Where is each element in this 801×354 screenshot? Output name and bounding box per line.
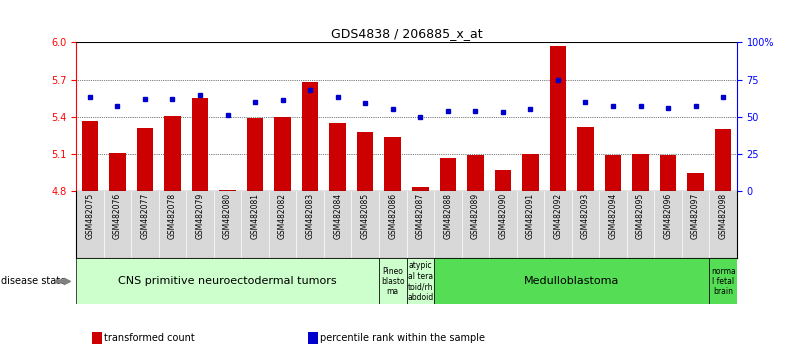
Text: GSM482093: GSM482093 (581, 193, 590, 239)
Text: GSM482079: GSM482079 (195, 193, 204, 239)
Text: GSM482097: GSM482097 (691, 193, 700, 239)
Bar (632, 154, 649, 191)
Text: GSM482086: GSM482086 (388, 193, 397, 239)
Bar (406, 258, 434, 304)
Bar (522, 154, 538, 191)
Text: atypic
al tera
toid/rh
abdoid: atypic al tera toid/rh abdoid (407, 261, 433, 302)
Bar (384, 137, 401, 191)
Bar (578, 127, 594, 191)
Bar (434, 258, 710, 304)
Text: CNS primitive neuroectodermal tumors: CNS primitive neuroectodermal tumors (119, 276, 337, 286)
Bar (715, 129, 731, 191)
Bar (660, 155, 676, 191)
Text: GSM482076: GSM482076 (113, 193, 122, 239)
Bar (219, 190, 235, 191)
Text: transformed count: transformed count (104, 333, 195, 343)
Text: Medulloblastoma: Medulloblastoma (524, 276, 619, 286)
Text: GSM482078: GSM482078 (168, 193, 177, 239)
Text: GSM482082: GSM482082 (278, 193, 287, 239)
Text: GSM482092: GSM482092 (553, 193, 562, 239)
Text: GSM482083: GSM482083 (306, 193, 315, 239)
Text: disease state: disease state (1, 276, 66, 286)
Text: norma
l fetal
brain: norma l fetal brain (710, 267, 735, 296)
Bar (164, 115, 181, 191)
Bar (379, 258, 407, 304)
Title: GDS4838 / 206885_x_at: GDS4838 / 206885_x_at (331, 27, 482, 40)
Text: GSM482094: GSM482094 (609, 193, 618, 239)
Text: GSM482081: GSM482081 (251, 193, 260, 239)
Bar (495, 170, 511, 191)
Bar (467, 155, 484, 191)
Text: GSM482095: GSM482095 (636, 193, 645, 239)
Bar (76, 258, 379, 304)
Bar (109, 153, 126, 191)
Text: Pineo
blasto
ma: Pineo blasto ma (381, 267, 405, 296)
Bar (247, 118, 264, 191)
Bar (329, 123, 346, 191)
Bar (357, 132, 373, 191)
Bar (302, 82, 319, 191)
Text: GSM482077: GSM482077 (140, 193, 150, 239)
Text: GSM482087: GSM482087 (416, 193, 425, 239)
Text: GSM482091: GSM482091 (526, 193, 535, 239)
Bar (605, 155, 622, 191)
Bar (412, 187, 429, 191)
Bar (92, 332, 102, 344)
Bar (308, 332, 318, 344)
Text: GSM482089: GSM482089 (471, 193, 480, 239)
Bar (191, 98, 208, 191)
Text: GSM482075: GSM482075 (86, 193, 95, 239)
Text: GSM482098: GSM482098 (718, 193, 727, 239)
Text: GSM482088: GSM482088 (443, 193, 453, 239)
Text: GSM482090: GSM482090 (498, 193, 507, 239)
Bar (687, 172, 704, 191)
Bar (440, 158, 456, 191)
Text: GSM482085: GSM482085 (360, 193, 370, 239)
Text: GSM482084: GSM482084 (333, 193, 342, 239)
Bar (710, 258, 737, 304)
Text: percentile rank within the sample: percentile rank within the sample (320, 333, 485, 343)
Bar (549, 46, 566, 191)
Bar (274, 117, 291, 191)
Bar (137, 128, 153, 191)
Bar (82, 120, 98, 191)
Text: GSM482080: GSM482080 (223, 193, 232, 239)
Text: GSM482096: GSM482096 (663, 193, 673, 239)
